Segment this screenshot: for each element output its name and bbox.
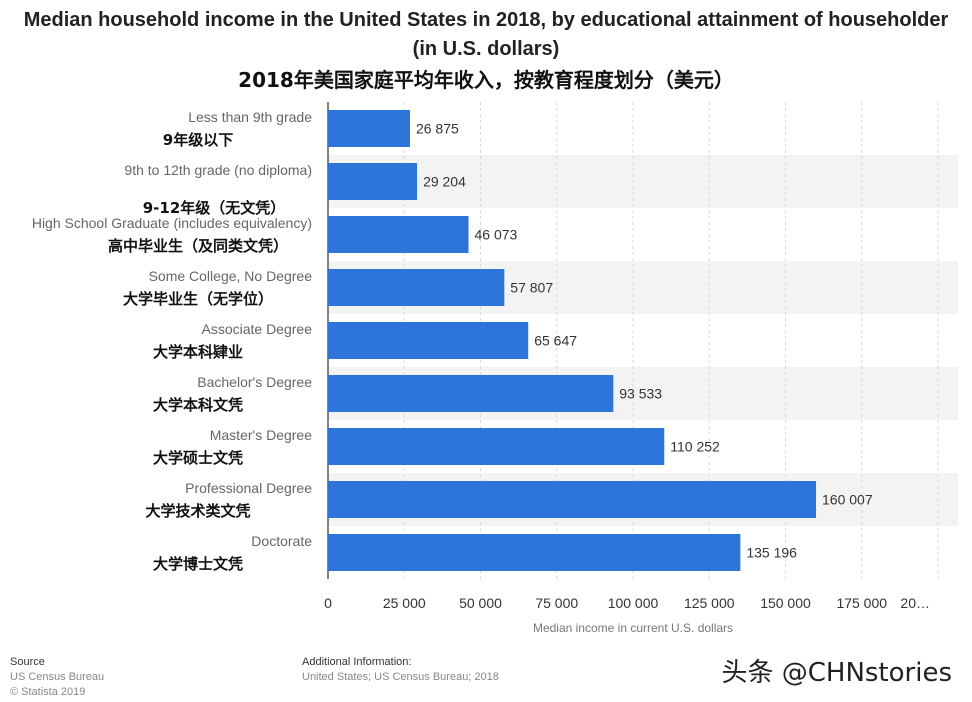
x-tick-label: 75 000 xyxy=(535,595,578,611)
category-label: Master's Degree xyxy=(210,427,312,443)
category-label: Some College, No Degree xyxy=(149,268,313,284)
chart-title: Median household income in the United St… xyxy=(23,9,949,60)
x-tick-label: 0 xyxy=(324,595,332,611)
bar-chart: Less than 9th grade 9年级以下 9th to 12th grad… xyxy=(32,102,958,635)
category-label: Professional Degree xyxy=(185,480,312,496)
x-tick-labels: 0 25 000 50 000 75 000 100 000 125 000 150 000… xyxy=(324,595,930,611)
source-link[interactable]: US Census Bureau xyxy=(10,671,105,683)
value-label: 65 647 xyxy=(534,333,577,349)
copyright: © Statista 2019 xyxy=(10,686,86,698)
value-label: 135 196 xyxy=(746,545,797,561)
category-label: Doctorate xyxy=(251,533,312,549)
value-label: 110 252 xyxy=(670,439,720,455)
chart-title-chinese: 2018年美国家庭平均年收入，按教育程度划分（美元） xyxy=(238,68,734,92)
additional-info-text: United States; US Census Bureau; 2018 xyxy=(302,671,499,683)
category-label-chinese: 高中毕业生（及同类文凭） xyxy=(108,237,288,255)
additional-info-heading: Additional Information: xyxy=(302,656,412,668)
row-band xyxy=(328,155,958,208)
bars xyxy=(328,110,817,571)
category-label: Associate Degree xyxy=(201,321,312,337)
category-label-chinese: 大学本科文凭 xyxy=(153,396,243,414)
x-tick-label: 175 000 xyxy=(836,595,887,611)
category-label: Bachelor's Degree xyxy=(197,374,312,390)
bar xyxy=(328,163,418,200)
bar xyxy=(328,481,817,518)
value-labels: 26 875 29 204 46 073 57 807 65 647 93 533 110 … xyxy=(416,121,873,561)
source-block: Source US Census Bureau © Statista 2019 xyxy=(10,655,104,700)
bar xyxy=(328,428,665,465)
additional-info-block: Additional Information: United States; U… xyxy=(302,655,499,685)
watermark: 头条 @CHNstories xyxy=(721,658,952,688)
x-tick-label: 50 000 xyxy=(459,595,502,611)
value-label: 93 533 xyxy=(619,386,662,402)
value-label: 26 875 xyxy=(416,121,459,137)
category-label-chinese: 9-12年级（无文凭） xyxy=(143,199,286,217)
x-tick-label: 125 000 xyxy=(684,595,735,611)
bar xyxy=(328,216,469,253)
x-tick-label: 25 000 xyxy=(383,595,426,611)
value-label: 57 807 xyxy=(510,280,553,296)
category-label-chinese: 大学博士文凭 xyxy=(153,555,243,573)
category-label-chinese: 9年级以下 xyxy=(163,131,233,149)
category-label: 9th to 12th grade (no diploma) xyxy=(124,162,312,178)
category-label-chinese: 大学本科肄业 xyxy=(153,343,243,361)
value-label: 160 007 xyxy=(822,492,873,508)
x-tick-label: 20… xyxy=(900,595,930,611)
category-labels: Less than 9th grade 9年级以下 9th to 12th grad… xyxy=(32,109,312,573)
bar xyxy=(328,322,529,359)
bar xyxy=(328,110,410,147)
value-label: 46 073 xyxy=(475,227,518,243)
category-label-chinese: 大学技术类文凭 xyxy=(145,502,250,520)
bar xyxy=(328,534,741,571)
source-heading: Source xyxy=(10,656,45,668)
x-tick-label: 150 000 xyxy=(760,595,811,611)
bar xyxy=(328,269,505,306)
value-label: 29 204 xyxy=(423,174,466,190)
x-tick-label: 100 000 xyxy=(608,595,659,611)
category-label-chinese: 大学毕业生（无学位） xyxy=(123,290,273,308)
x-axis-label: Median income in current U.S. dollars xyxy=(533,621,733,635)
category-label-chinese: 大学硕士文凭 xyxy=(153,449,243,467)
category-label: Less than 9th grade xyxy=(188,109,312,125)
category-label: High School Graduate (includes equivalen… xyxy=(32,215,312,231)
bar xyxy=(328,375,614,412)
